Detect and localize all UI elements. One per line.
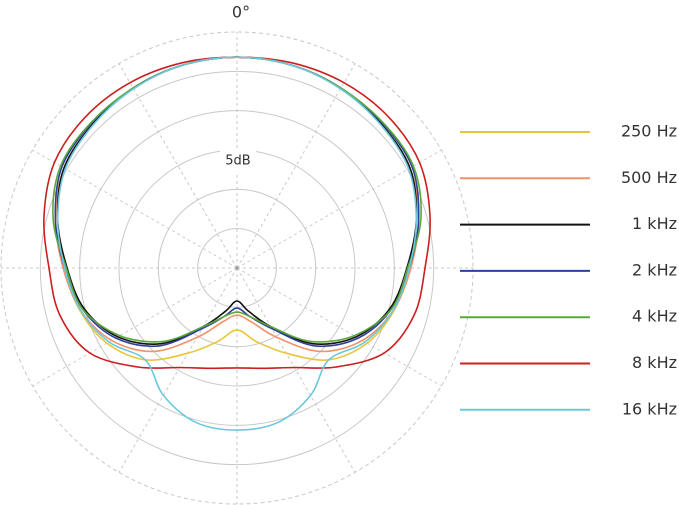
polar-curve [54, 56, 420, 348]
center-dot [235, 266, 239, 270]
grid-ring [157, 188, 317, 348]
polar-curve [56, 56, 418, 345]
grid-ring [39, 70, 435, 466]
ring-label-bg [220, 148, 256, 172]
legend-label: 4 kHz [632, 307, 677, 326]
legend-label: 8 kHz [632, 353, 677, 372]
polar-curve [56, 56, 418, 431]
angle-label: 0° [232, 3, 250, 22]
curves [43, 56, 431, 431]
polar-curve [43, 56, 431, 370]
legend-label: 250 Hz [621, 122, 677, 141]
polar-curve [52, 56, 422, 343]
legend-label: 500 Hz [621, 168, 677, 187]
legend: 250 Hz 500 Hz 1 kHz 2 kHz 4 kHz 8 kHz 16 kHz [460, 122, 677, 418]
ring-label: 5dB [225, 154, 250, 169]
grid-ring [79, 110, 395, 426]
legend-label: 16 kHz [622, 399, 677, 418]
legend-label: 2 kHz [632, 260, 677, 279]
grid-ring [0, 31, 474, 505]
grid [0, 31, 474, 505]
legend-label: 1 kHz [632, 214, 677, 233]
